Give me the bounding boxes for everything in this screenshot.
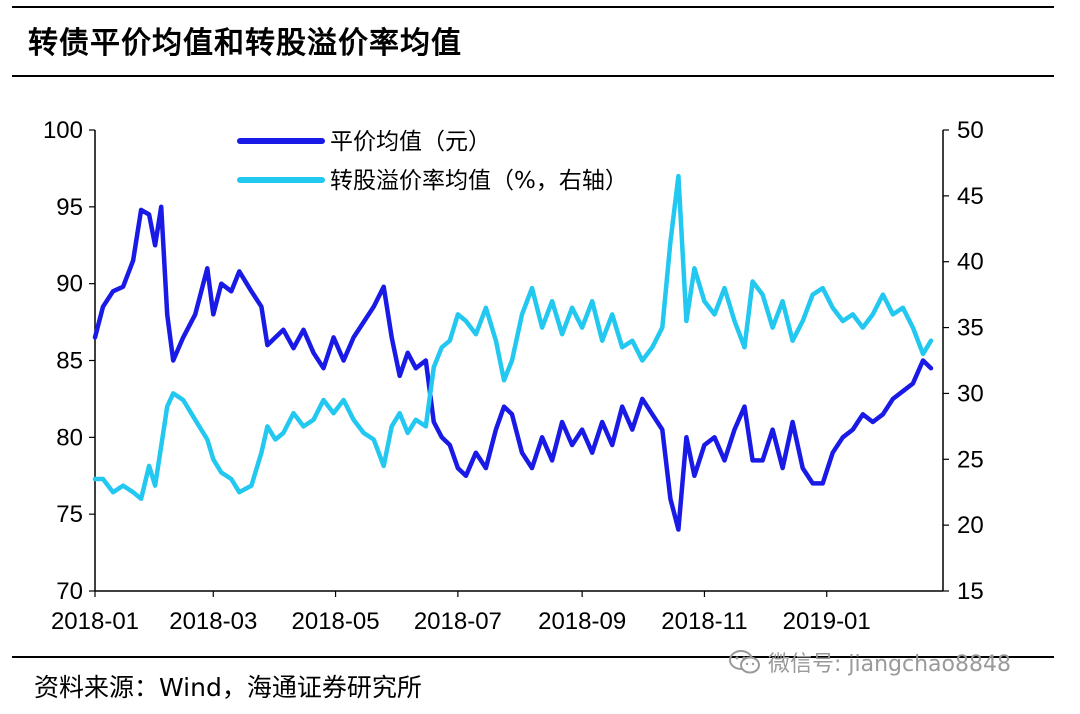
legend-label-premium: 转股溢价率均值（%，右轴） bbox=[330, 168, 628, 194]
x-tick-label: 2018-01 bbox=[51, 608, 139, 635]
left-tick-label: 100 bbox=[43, 117, 83, 144]
bottom-rule bbox=[12, 656, 1054, 658]
x-tick-label: 2018-07 bbox=[414, 608, 502, 635]
left-tick-label: 90 bbox=[56, 271, 83, 298]
right-tick-label: 20 bbox=[957, 512, 984, 539]
x-tick-label: 2019-01 bbox=[783, 608, 871, 635]
right-tick-label: 40 bbox=[957, 249, 984, 276]
x-tick-label: 2018-11 bbox=[661, 608, 747, 635]
left-tick-label: 80 bbox=[56, 424, 83, 451]
series-line-parity bbox=[92, 204, 934, 532]
left-tick-label: 70 bbox=[56, 578, 83, 605]
right-tick-label: 15 bbox=[957, 578, 984, 605]
left-tick-label: 95 bbox=[56, 194, 83, 221]
watermark: 微信号: jiangchao8848 bbox=[728, 646, 1011, 678]
left-tick-label: 85 bbox=[56, 348, 83, 375]
left-tick-label: 75 bbox=[56, 501, 83, 528]
wechat-icon bbox=[729, 650, 760, 674]
right-tick-label: 25 bbox=[957, 446, 984, 473]
x-tick-label: 2018-09 bbox=[538, 608, 626, 635]
source-note: 资料来源：Wind，海通证券研究所 bbox=[34, 673, 422, 702]
x-tick-label: 2018-03 bbox=[169, 608, 257, 635]
page-title: 转债平价均值和转股溢价率均值 bbox=[28, 26, 462, 61]
plot-area: 70 75 80 85 90 95 100 15 20 25 30 35 40 45 50 2018-01 20… bbox=[43, 117, 984, 635]
series-line-premium bbox=[92, 173, 934, 502]
right-tick-label: 30 bbox=[957, 380, 984, 407]
title-rule bbox=[12, 75, 1054, 77]
watermark-text: 微信号: jiangchao8848 bbox=[768, 652, 1011, 677]
right-tick-label: 35 bbox=[957, 315, 984, 342]
right-tick-label: 45 bbox=[957, 183, 984, 210]
top-rule bbox=[12, 6, 1054, 8]
legend-label-parity: 平价均值（元） bbox=[330, 129, 491, 155]
x-tick-label: 2018-05 bbox=[292, 608, 380, 635]
right-tick-label: 50 bbox=[957, 117, 984, 144]
